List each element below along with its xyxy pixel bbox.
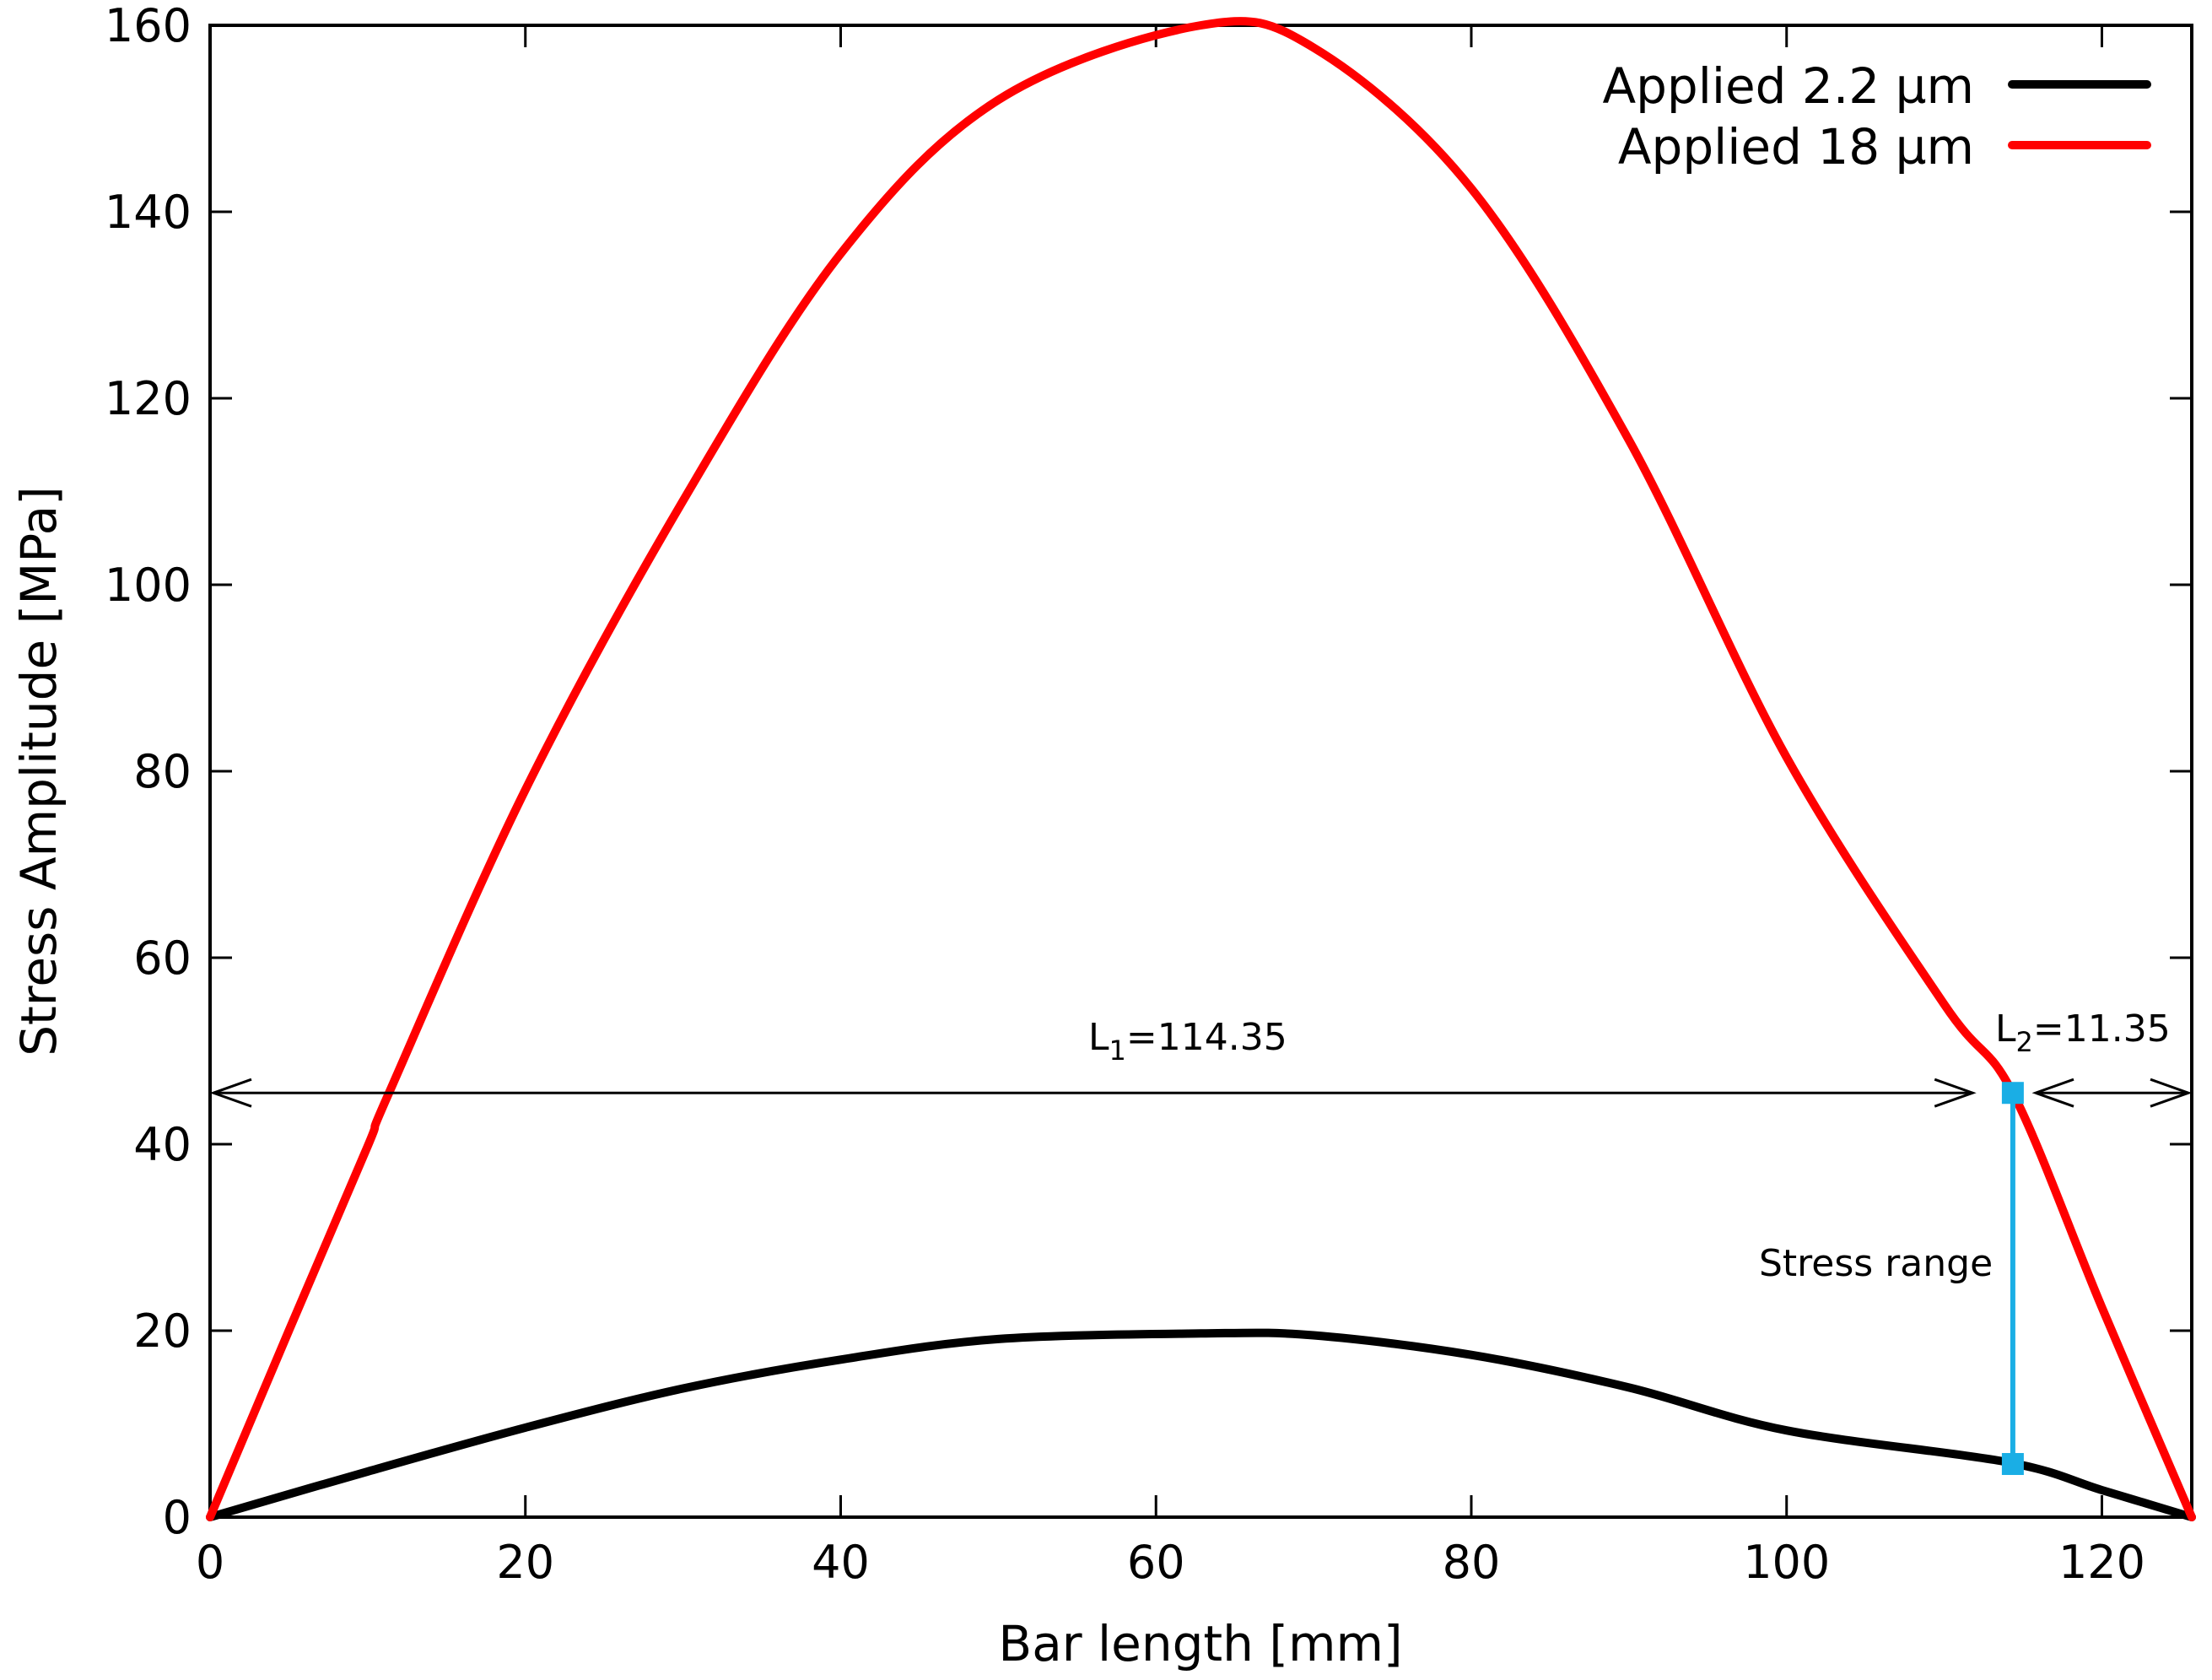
y-tick-label: 120 [105,372,192,425]
stress-range-marker-top [2001,1082,2024,1105]
x-tick-label: 20 [496,1536,554,1589]
y-tick-label: 80 [133,745,192,798]
l1-arrowhead-right [1934,1078,1977,1108]
l1-annotation: L1=114.35 [1088,1016,1287,1067]
ticks: 0 20 40 60 80 100 120 0 20 40 60 80 100 120 140 160 [105,0,2192,1589]
x-tick-label: 40 [812,1536,870,1589]
y-tick-label: 140 [105,186,192,239]
l1-value: =114.35 [1126,1016,1287,1059]
stress-range-marker-bottom [2001,1453,2024,1476]
l2-subscript: 2 [2016,1026,2033,1058]
y-tick-label: 160 [105,0,192,52]
legend-label-series-1: Applied 2.2 µm [1602,57,1974,115]
l1-arrowhead-left [209,1078,252,1108]
series-layer [206,17,2196,1521]
y-tick-label: 0 [163,1491,192,1544]
l1-subscript: 1 [1109,1034,1126,1067]
y-tick-label: 40 [133,1118,192,1171]
y-tick-label: 20 [133,1305,192,1358]
y-axis-title: Stress Amplitude [MPa] [10,486,67,1056]
x-tick-label: 80 [1443,1536,1501,1589]
legend-label-series-2: Applied 18 µm [1618,118,1974,176]
y-tick-label: 100 [105,559,192,612]
x-tick-label: 60 [1127,1536,1185,1589]
l2-letter: L [1995,1007,2016,1051]
x-axis-title: Bar length [mm] [998,1615,1402,1672]
series-line-2 [206,17,2196,1521]
stress-range-label: Stress range [1759,1242,1993,1285]
x-tick-label: 100 [1743,1536,1830,1589]
l2-annotation: L2=11.35 [1995,1007,2171,1058]
series-line-1 [206,1328,2196,1521]
l2-arrowhead-left [2031,1078,2074,1108]
y-tick-label: 60 [133,932,192,985]
plot-frame [208,24,2193,1519]
l2-value: =11.35 [2033,1007,2171,1051]
l2-arrowhead-right [2150,1078,2193,1108]
x-tick-label: 120 [2058,1536,2145,1589]
legend: Applied 2.2 µm Applied 18 µm [1602,57,2151,176]
annotation-layer [209,1078,2193,1476]
l1-letter: L [1088,1016,1109,1059]
x-tick-label: 0 [196,1536,224,1589]
